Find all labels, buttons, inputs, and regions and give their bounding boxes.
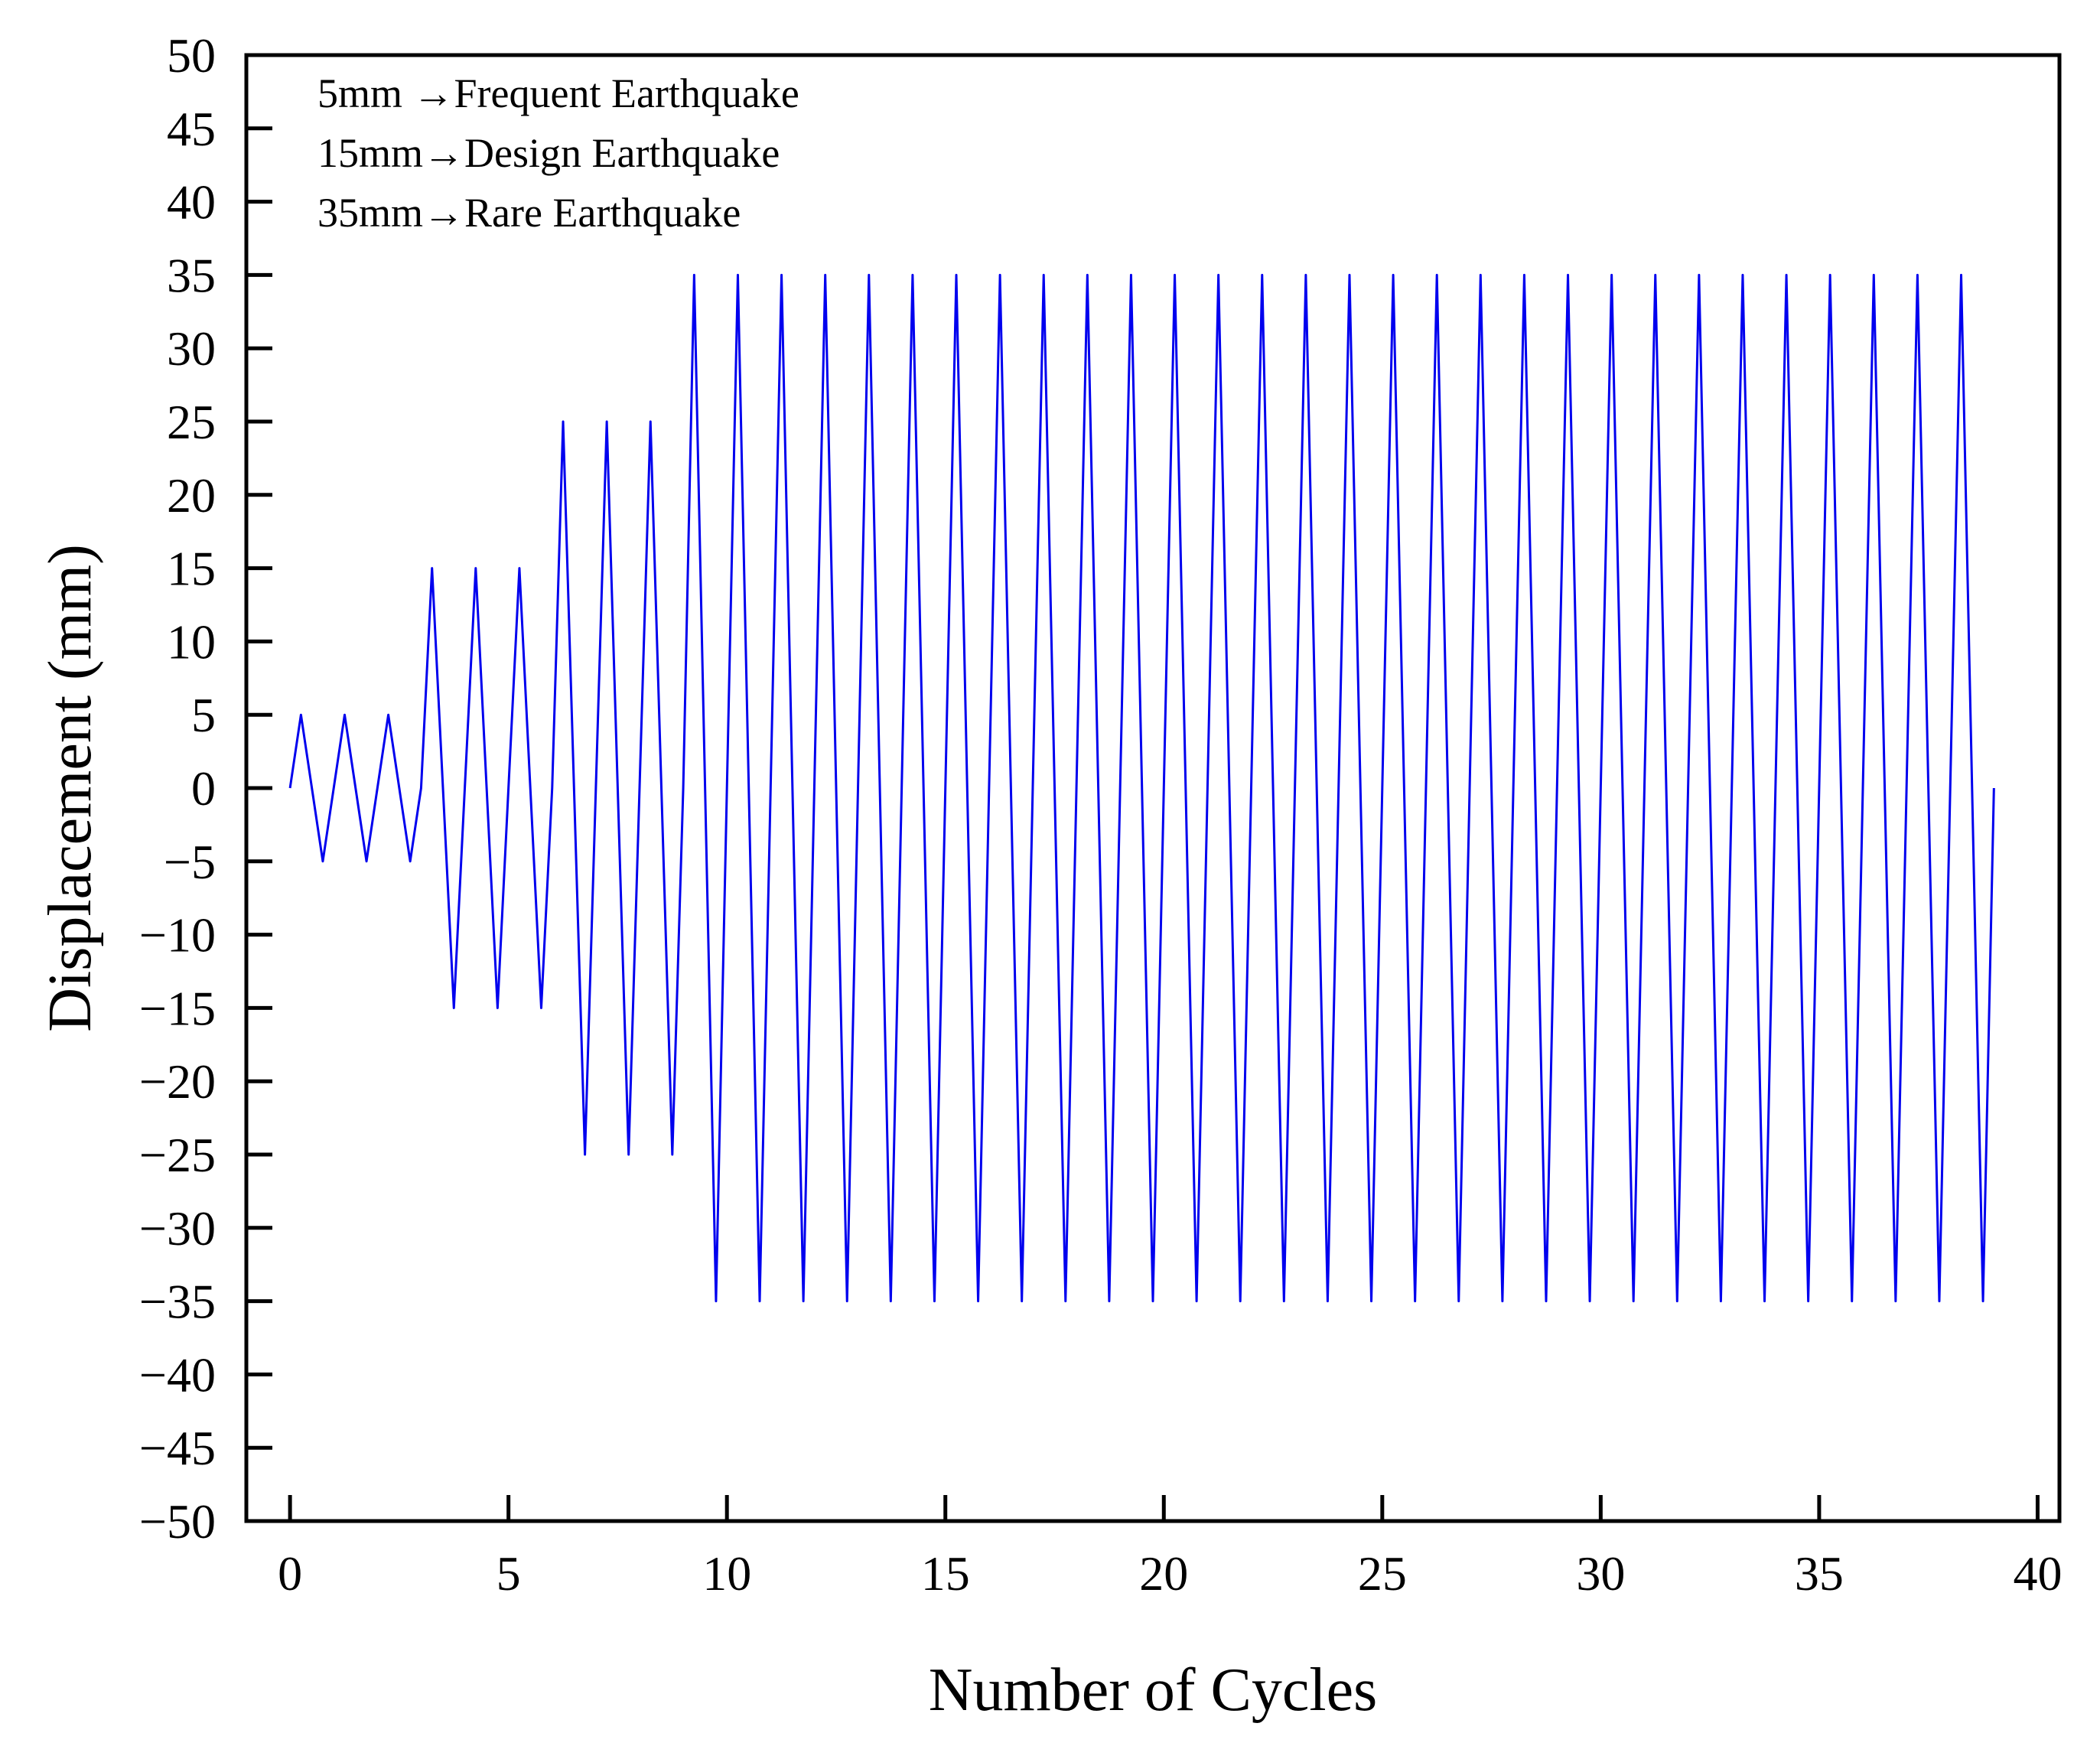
y-axis-title: Displacement (mm): [37, 544, 104, 1032]
annotation-rare: 35mm→Rare Earthquake: [317, 190, 741, 236]
x-tick-label: 15: [921, 1546, 970, 1601]
y-tick-label: −40: [139, 1347, 216, 1402]
y-tick-label: 25: [167, 395, 216, 449]
y-tick-label: −50: [139, 1494, 216, 1549]
x-tick-label: 10: [702, 1546, 751, 1601]
plot-frame: [244, 53, 2062, 1523]
y-tick-label: 10: [167, 614, 216, 669]
y-tick-label: 5: [191, 688, 216, 742]
x-tick-label: 25: [1358, 1546, 1407, 1601]
x-tick-label: 20: [1139, 1546, 1188, 1601]
y-tick-label: −45: [139, 1421, 216, 1475]
annotation-design: 15mm→Design Earthquake: [317, 130, 780, 176]
y-tick-label: 0: [191, 761, 216, 816]
x-axis-title: Number of Cycles: [929, 1656, 1378, 1724]
y-tick-label: −10: [139, 908, 216, 963]
displacement-series-line: [288, 273, 1995, 1303]
series-layer: [288, 273, 1995, 1303]
y-tick-label: 40: [167, 175, 216, 230]
y-tick-label: −35: [139, 1275, 216, 1329]
x-tick-label: 30: [1576, 1546, 1625, 1601]
tick-marks: [246, 53, 2040, 1523]
tick-labels: 0 5 10 15 20 25 30 35 4050454035302520151050−5−1…: [139, 28, 2063, 1601]
y-tick-label: −15: [139, 981, 216, 1035]
y-tick-label: −20: [139, 1054, 216, 1109]
y-tick-label: 35: [167, 248, 216, 302]
y-tick-label: 45: [167, 102, 216, 156]
x-tick-label: 40: [2013, 1546, 2062, 1601]
x-tick-label: 35: [1795, 1546, 1844, 1601]
y-tick-label: 50: [167, 28, 216, 83]
y-tick-label: 15: [167, 542, 216, 596]
y-tick-label: −5: [164, 835, 216, 889]
x-tick-label: 0: [278, 1546, 302, 1601]
x-tick-label: 5: [497, 1546, 521, 1601]
annotation-frequent: 5mm →Frequent Earthquake: [317, 70, 799, 116]
y-tick-label: −25: [139, 1128, 216, 1182]
y-tick-label: 30: [167, 321, 216, 376]
y-tick-label: 20: [167, 468, 216, 523]
y-tick-label: −30: [139, 1201, 216, 1256]
